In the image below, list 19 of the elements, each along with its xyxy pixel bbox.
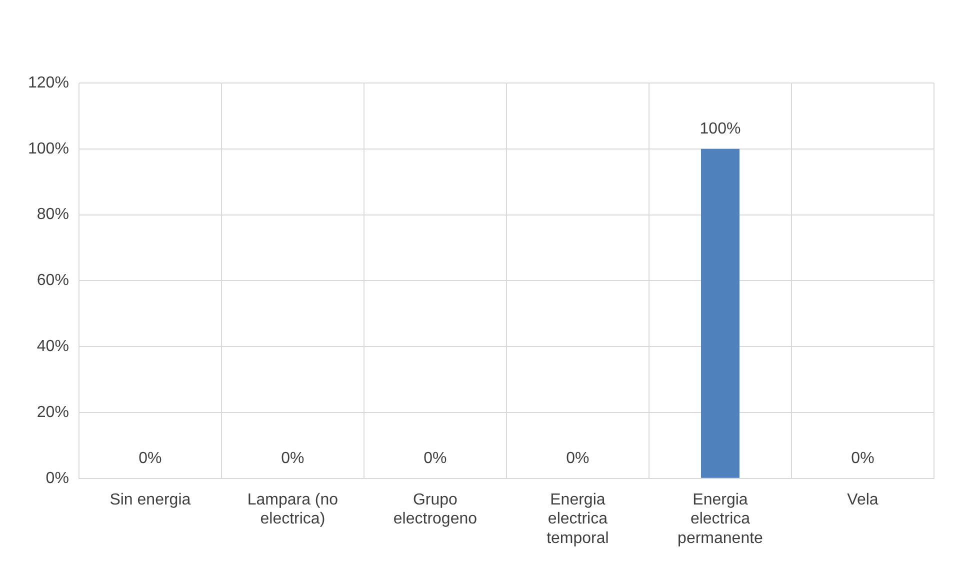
data-label: 0% — [281, 450, 304, 467]
x-tick-label: Grupo electrogeno — [393, 491, 478, 528]
data-label: 0% — [851, 450, 874, 467]
y-tick-label: 0% — [46, 470, 69, 487]
x-tick-label: Sin energia — [110, 491, 191, 508]
data-label: 0% — [566, 450, 590, 467]
x-tick-label: Lampara (no electrica) — [247, 491, 338, 528]
data-label: 0% — [138, 450, 162, 467]
x-tick-label: Energia electrica permanente — [678, 491, 764, 547]
y-tick-label: 20% — [36, 404, 69, 421]
data-label: 100% — [700, 120, 741, 138]
y-tick-label: 60% — [36, 272, 69, 290]
x-tick-label: Energia electrica temporal — [546, 491, 609, 547]
y-tick-label: 100% — [28, 140, 69, 158]
y-tick-label: 40% — [36, 338, 69, 356]
data-label: 0% — [424, 450, 447, 467]
x-tick-label: Vela — [847, 491, 878, 508]
y-tick-label: 80% — [36, 206, 69, 224]
y-tick-label: 120% — [28, 74, 69, 92]
